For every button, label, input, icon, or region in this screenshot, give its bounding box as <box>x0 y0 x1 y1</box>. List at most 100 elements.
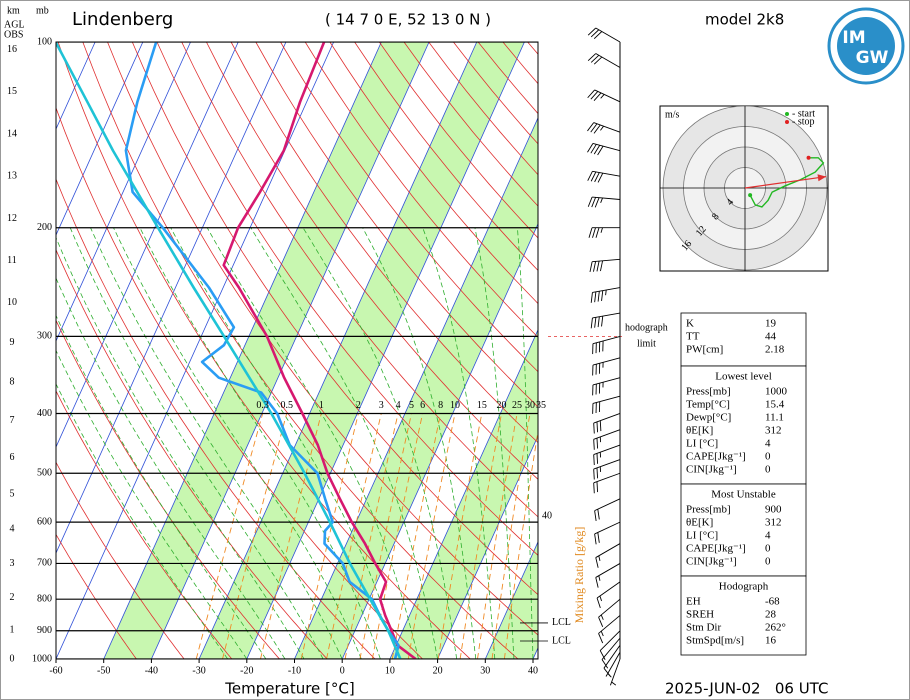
dry-adiabat <box>304 42 538 338</box>
barb-shaft <box>592 312 621 319</box>
wind-barb <box>593 472 621 494</box>
barb-feather <box>596 261 600 272</box>
wind-barb <box>592 377 621 396</box>
table-key: CIN[Jkg⁻¹] <box>686 556 737 568</box>
wind-barb <box>590 312 621 329</box>
barb-shaft <box>592 258 621 263</box>
barb-feather <box>597 291 600 302</box>
dry-adiabat <box>255 42 538 408</box>
wind-barb <box>594 521 621 545</box>
barb-feather <box>590 144 597 154</box>
table-key: Press[mb] <box>686 504 731 516</box>
wind-barb <box>592 335 621 355</box>
mixing-ratio-label: Mixing Ratio [g/kg] <box>572 527 586 624</box>
wind-barb <box>588 227 620 238</box>
wind-barb <box>593 413 621 434</box>
barb-shaft <box>593 472 621 484</box>
logo-text: IM <box>842 28 865 48</box>
table-section <box>680 312 807 367</box>
barb-feather <box>598 633 604 644</box>
barb-shaft <box>595 53 621 68</box>
y-tick-label: 1000 <box>32 653 52 664</box>
barb-half-feather <box>600 614 604 620</box>
date: 2025-JUN-02 06 UTC <box>665 680 828 698</box>
y-tick-label: 500 <box>37 468 52 479</box>
table-section <box>680 575 807 656</box>
barb-feather <box>594 510 597 522</box>
dry-adiabat <box>280 42 538 373</box>
barb-feather <box>593 454 595 466</box>
isotherm <box>56 42 239 448</box>
barb-feather <box>593 144 601 155</box>
dry-adiabat <box>230 42 538 444</box>
barb-shaft <box>595 27 621 43</box>
height-tick-label: 3 <box>10 558 15 569</box>
y-tick-label: 600 <box>37 516 52 527</box>
barb-shaft <box>593 122 621 133</box>
dry-adiabat <box>181 42 538 518</box>
moist-adiabat <box>56 349 248 659</box>
barb-feather <box>590 54 600 63</box>
barb-feather <box>590 123 598 133</box>
table-value: 0 <box>765 451 771 463</box>
height-tick-label: 12 <box>7 213 17 224</box>
wind-barb <box>587 27 621 43</box>
isotherm <box>151 42 430 659</box>
x-tick-label: -50 <box>97 665 110 676</box>
mixing-ratio-tick-label: 20 <box>496 400 506 411</box>
height-tick-label: 10 <box>7 297 17 308</box>
barb-feather <box>596 438 599 449</box>
dry-adiabat <box>56 248 328 659</box>
wind-barb <box>592 395 621 414</box>
barb-shaft <box>593 413 621 424</box>
table-key: θE[K] <box>686 517 713 529</box>
barb-feather <box>596 421 599 433</box>
profile-line <box>56 42 402 659</box>
barb-feather <box>594 197 600 208</box>
wind-barb <box>589 258 621 273</box>
wind-barb <box>599 630 621 660</box>
isotherm <box>56 42 144 236</box>
y-tick-label: 800 <box>37 594 52 605</box>
barb-shaft <box>610 658 621 686</box>
barb-feather <box>587 89 595 99</box>
hodograph-line <box>749 157 825 208</box>
barb-feather <box>587 143 594 153</box>
barb-feather <box>594 291 597 303</box>
barb-shaft <box>596 581 621 599</box>
isotherm <box>246 42 525 659</box>
table-key: Dewp[°C] <box>686 412 731 424</box>
barb-feather <box>596 481 599 493</box>
mixing-ratio-tick-label: 15 <box>477 400 487 411</box>
wind-barb <box>587 196 621 208</box>
x-tick-label: -60 <box>49 665 62 676</box>
barb-feather <box>593 56 603 65</box>
y-tick-label: 900 <box>37 625 52 636</box>
mixing-ratio-tick-label: 4 <box>396 400 401 411</box>
barb-feather <box>593 261 597 272</box>
barb-feather <box>593 124 601 134</box>
x-tick-label: 40 <box>528 665 538 676</box>
barb-feather <box>592 227 596 238</box>
y-axis-label: mb <box>36 5 49 16</box>
wind-barb <box>587 170 621 183</box>
hodograph-limit-label: limit <box>637 339 656 350</box>
height-tick-label: 8 <box>10 377 15 388</box>
barb-shaft <box>594 89 621 103</box>
dry-adiabat <box>329 42 538 305</box>
wind-barb <box>598 615 621 644</box>
barb-shaft <box>603 644 621 669</box>
barb-feather <box>597 509 600 520</box>
table-key: CIN[Jkg⁻¹] <box>686 464 737 476</box>
dry-adiabat <box>156 42 538 556</box>
barb-half-feather <box>599 595 602 602</box>
barb-feather <box>587 171 593 181</box>
barb-feather <box>600 260 604 272</box>
x-tick-label: 0 <box>340 665 345 676</box>
barb-half-feather <box>600 94 605 99</box>
table-section <box>680 483 807 577</box>
barb-feather <box>593 439 595 450</box>
moist-adiabat <box>56 314 267 659</box>
barb-feather <box>599 420 602 432</box>
